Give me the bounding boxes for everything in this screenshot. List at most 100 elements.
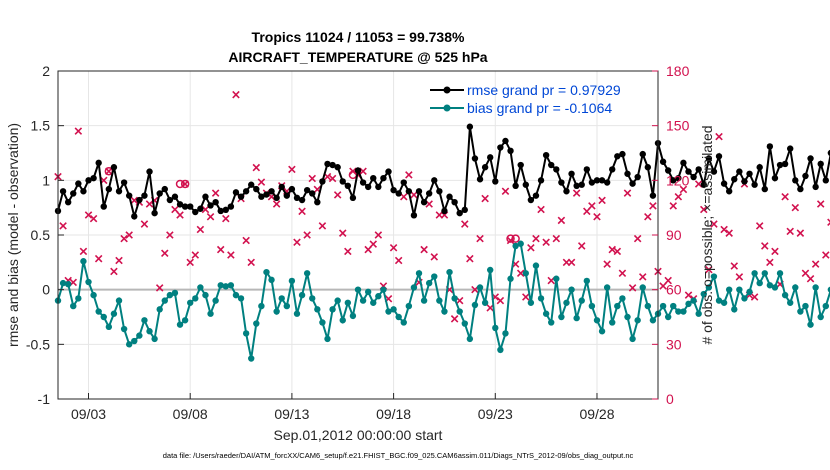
bias-point bbox=[471, 301, 479, 309]
bias-point bbox=[263, 268, 270, 276]
rmse-point bbox=[573, 182, 580, 189]
bias-point bbox=[507, 275, 514, 282]
obs-assimilated-marker bbox=[430, 253, 439, 261]
obs-assimilated-marker bbox=[461, 220, 469, 228]
rmse-point bbox=[720, 180, 728, 187]
obs-assimilated-stroke bbox=[633, 234, 642, 243]
obs-assimilated-marker bbox=[272, 200, 281, 208]
obs-assimilated-stroke bbox=[532, 234, 540, 243]
obs-assimilated-marker bbox=[618, 269, 627, 278]
bias-point bbox=[156, 306, 163, 313]
bias-point bbox=[751, 270, 758, 277]
y-right-tick-label: 180 bbox=[666, 63, 690, 79]
x-tick-label: 09/23 bbox=[478, 406, 513, 422]
bias-point bbox=[481, 299, 489, 306]
rmse-point bbox=[385, 168, 392, 175]
rmse-point bbox=[359, 179, 367, 186]
rmse-point bbox=[776, 161, 784, 169]
rmse-point bbox=[232, 189, 240, 196]
rmse-point bbox=[288, 185, 296, 193]
bias-point bbox=[217, 282, 224, 289]
obs-assimilated-stroke bbox=[750, 293, 759, 301]
x-tick-label: 09/13 bbox=[274, 406, 309, 422]
obs-assimilated-stroke bbox=[557, 216, 566, 225]
obs-assimilated-stroke bbox=[481, 194, 489, 203]
rmse-point bbox=[695, 166, 702, 173]
obs-assimilated-marker bbox=[613, 247, 622, 256]
obs-assimilated-stroke bbox=[303, 231, 311, 239]
obs-assimilated-marker bbox=[110, 267, 118, 276]
obs-assimilated-stroke bbox=[755, 222, 764, 230]
rmse-point bbox=[598, 177, 606, 184]
rmse-point bbox=[685, 168, 692, 175]
obs-assimilated-marker bbox=[730, 262, 739, 270]
x-axis-label: Sep.01,2012 00:00:00 start bbox=[274, 427, 443, 443]
bias-point bbox=[593, 317, 601, 324]
bias-point bbox=[120, 325, 128, 333]
y-right-tick-label: 120 bbox=[666, 172, 690, 188]
rmse-point bbox=[517, 161, 524, 169]
rmse-point bbox=[609, 166, 616, 173]
obs-assimilated-marker bbox=[227, 251, 235, 259]
bias-point bbox=[659, 302, 667, 310]
bias-point bbox=[502, 330, 509, 337]
rmse-point bbox=[476, 176, 484, 183]
obs-assimilated-marker bbox=[664, 276, 672, 285]
bias-point bbox=[466, 335, 474, 343]
obs-assimilated-marker bbox=[115, 256, 123, 265]
obs-assimilated-stroke bbox=[405, 171, 413, 179]
rmse-point bbox=[558, 179, 565, 186]
obs-assimilated-stroke bbox=[308, 174, 317, 183]
bias-point bbox=[212, 297, 219, 304]
obs-assimilated-stroke bbox=[501, 187, 510, 196]
y-left-tick-label: 1.5 bbox=[31, 118, 51, 134]
obs-assimilated-stroke bbox=[522, 293, 530, 301]
rmse-point bbox=[100, 203, 107, 210]
rmse-point bbox=[512, 182, 519, 189]
obs-assimilated-stroke bbox=[293, 238, 301, 247]
rmse-point bbox=[268, 188, 275, 195]
obs-assimilated-stroke bbox=[206, 213, 215, 221]
bias-point bbox=[85, 278, 92, 286]
obs-assimilated-stroke bbox=[618, 269, 627, 278]
bias-point bbox=[756, 279, 763, 287]
rmse-point bbox=[736, 168, 743, 175]
bias-point bbox=[222, 283, 229, 290]
rmse-point bbox=[248, 181, 255, 188]
obs-assimilated-stroke bbox=[786, 227, 794, 236]
rmse-point bbox=[207, 202, 214, 209]
obs-assimilated-stroke bbox=[410, 191, 418, 199]
rmse-point bbox=[441, 207, 448, 215]
bias-point bbox=[736, 286, 743, 293]
bias-point bbox=[146, 328, 153, 335]
rmse-point bbox=[746, 170, 753, 177]
rmse-point bbox=[502, 137, 509, 145]
bias-point bbox=[420, 297, 428, 304]
obs-assimilated-marker bbox=[644, 213, 652, 221]
bias-point bbox=[619, 295, 626, 302]
obs-assimilated-marker bbox=[349, 167, 357, 175]
rmse-point bbox=[156, 190, 163, 197]
grid bbox=[58, 70, 658, 400]
obs-assimilated-marker bbox=[552, 234, 561, 243]
bias-point bbox=[542, 310, 550, 317]
obs-assimilated-stroke bbox=[771, 247, 779, 256]
bias-point bbox=[207, 310, 214, 317]
rmse-point bbox=[771, 174, 779, 182]
obs-assimilated-stroke bbox=[486, 304, 494, 312]
obs-assimilated-marker bbox=[720, 225, 728, 234]
bias-point bbox=[497, 346, 504, 353]
bias-point bbox=[644, 302, 652, 310]
bias-point bbox=[90, 291, 97, 299]
obs-possible-marker bbox=[175, 179, 185, 189]
obs-assimilated-stroke bbox=[425, 200, 433, 208]
bias-point bbox=[797, 308, 804, 315]
obs-assimilated-stroke bbox=[399, 192, 408, 201]
rmse-point bbox=[766, 143, 774, 150]
bias-point bbox=[166, 291, 174, 299]
bias-point bbox=[349, 312, 357, 320]
obs-assimilated-marker bbox=[176, 211, 184, 219]
bias-point bbox=[609, 319, 616, 326]
obs-assimilated-stroke bbox=[644, 213, 652, 221]
obs-assimilated-marker bbox=[705, 265, 713, 274]
